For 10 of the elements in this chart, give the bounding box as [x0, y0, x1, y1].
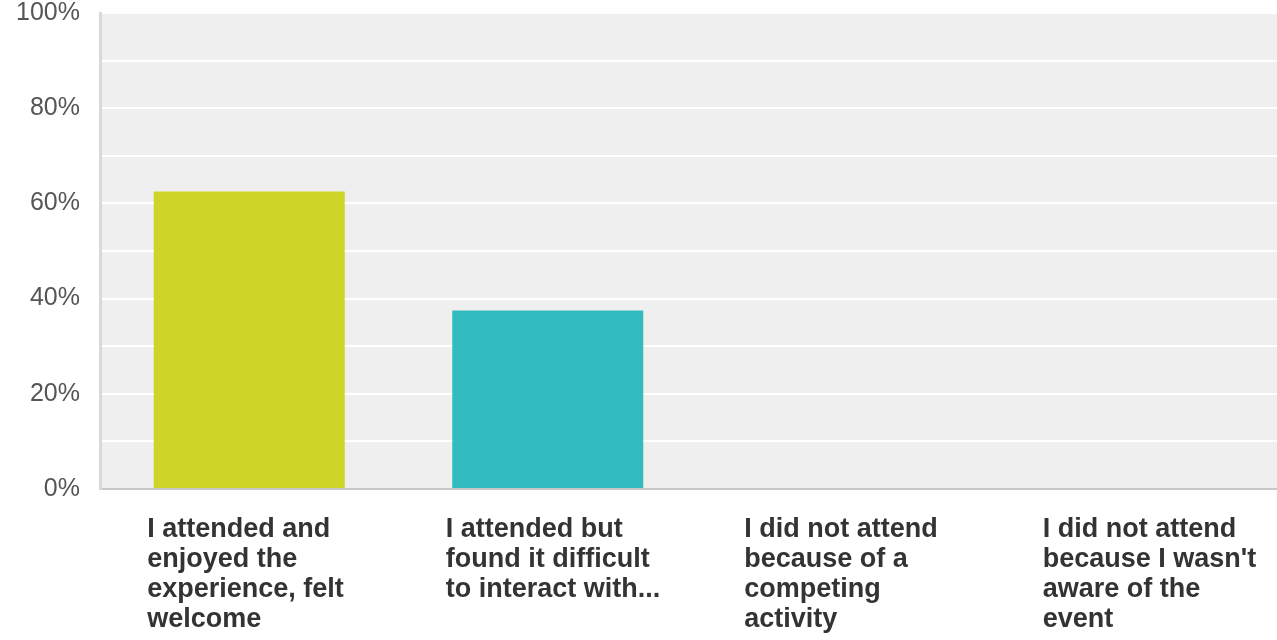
y-tick-label: 80% — [29, 92, 80, 121]
x-tick-label: I did not attend because of a competing activity — [744, 512, 938, 634]
y-tick-label: 60% — [29, 187, 80, 216]
x-tick-label: I did not attend because I wasn't aware of the event — [1042, 512, 1257, 634]
y-tick-label: 40% — [29, 282, 80, 311]
y-tick-label: 20% — [29, 377, 80, 406]
y-tick-label: 100% — [16, 0, 80, 25]
x-tick-label: I attended but found it difficult to interact with... — [445, 512, 661, 604]
y-tick-label: 0% — [43, 472, 80, 501]
x-tick-label: I attended and enjoyed the experience, felt welcome — [146, 512, 344, 634]
